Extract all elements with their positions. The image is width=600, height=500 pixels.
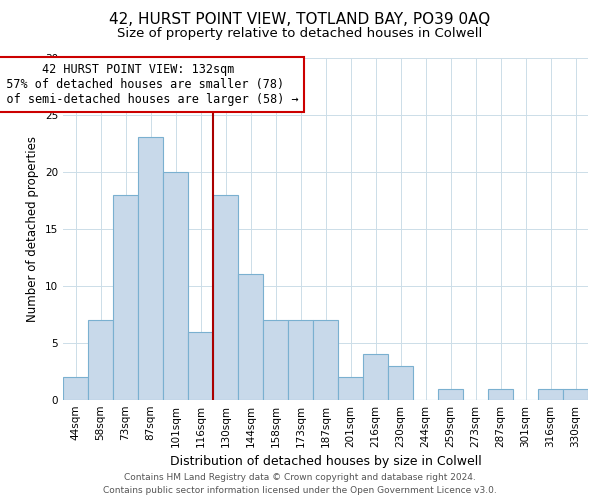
Bar	[113, 194, 138, 400]
Bar	[213, 194, 238, 400]
Bar	[63, 377, 88, 400]
Bar	[263, 320, 288, 400]
Bar	[88, 320, 113, 400]
Bar	[313, 320, 338, 400]
Bar	[188, 332, 213, 400]
Bar	[538, 388, 563, 400]
Bar	[338, 377, 363, 400]
Text: 42 HURST POINT VIEW: 132sqm
← 57% of detached houses are smaller (78)
43% of sem: 42 HURST POINT VIEW: 132sqm ← 57% of det…	[0, 63, 298, 106]
Bar	[288, 320, 313, 400]
Bar	[363, 354, 388, 400]
Text: 42, HURST POINT VIEW, TOTLAND BAY, PO39 0AQ: 42, HURST POINT VIEW, TOTLAND BAY, PO39 …	[109, 12, 491, 28]
Bar	[438, 388, 463, 400]
Text: Contains HM Land Registry data © Crown copyright and database right 2024.
Contai: Contains HM Land Registry data © Crown c…	[103, 473, 497, 495]
Bar	[138, 138, 163, 400]
Bar	[488, 388, 513, 400]
Y-axis label: Number of detached properties: Number of detached properties	[26, 136, 40, 322]
X-axis label: Distribution of detached houses by size in Colwell: Distribution of detached houses by size …	[170, 456, 481, 468]
Bar	[238, 274, 263, 400]
Bar	[163, 172, 188, 400]
Text: Size of property relative to detached houses in Colwell: Size of property relative to detached ho…	[118, 28, 482, 40]
Bar	[563, 388, 588, 400]
Bar	[388, 366, 413, 400]
